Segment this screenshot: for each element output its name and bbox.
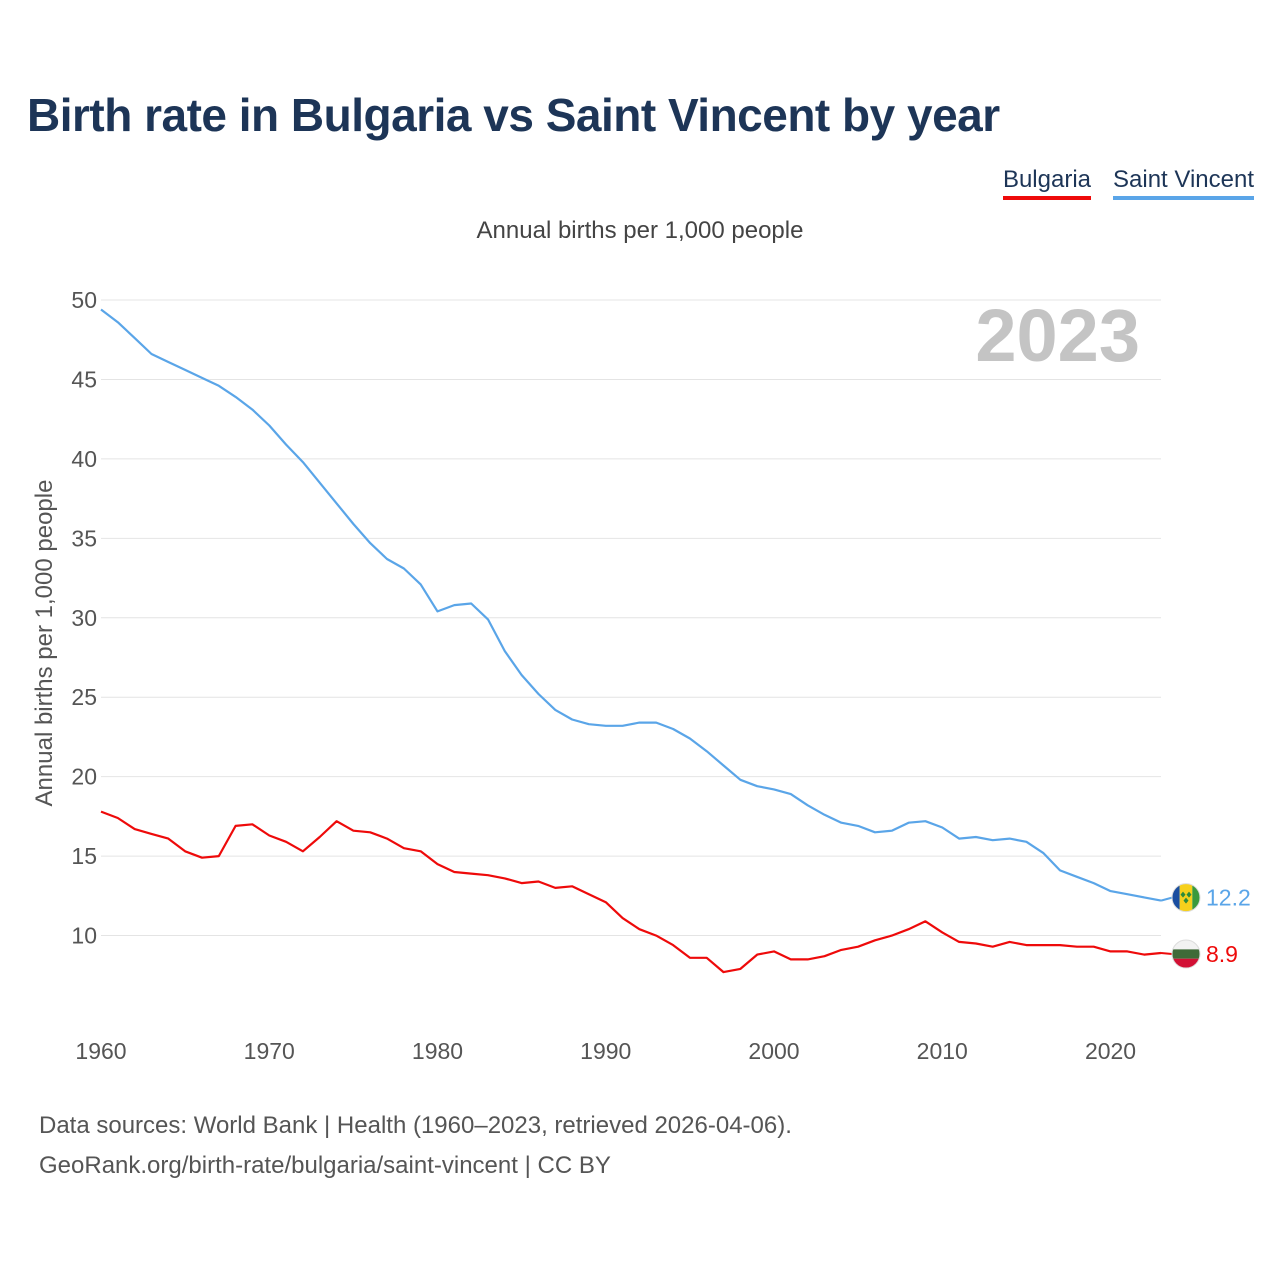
bulgaria-flag-icon (1171, 939, 1201, 969)
series-line-bulgaria (100, 810, 1162, 974)
y-tick-label: 40 (71, 446, 97, 472)
x-tick-label: 2010 (917, 1038, 968, 1064)
x-tick-label: 2000 (748, 1038, 799, 1064)
x-axis-ticks: 1960 1970 1980 1990 2000 2010 2020 (75, 1038, 1136, 1064)
x-tick-label: 1960 (75, 1038, 126, 1064)
x-tick-label: 1990 (580, 1038, 631, 1064)
y-tick-label: 15 (71, 843, 97, 869)
legend-item-bulgaria[interactable]: Bulgaria (1002, 166, 1091, 200)
chart-subtitle: Annual births per 1,000 people (476, 217, 804, 244)
x-tick-label: 1970 (244, 1038, 295, 1064)
y-tick-label: 25 (71, 684, 97, 710)
y-axis-ticks: 10 15 20 25 30 35 40 45 50 (71, 287, 97, 949)
end-value-label-bulgaria: 8.9 (1206, 941, 1238, 967)
legend: Bulgaria Saint Vincent (1002, 166, 1254, 200)
y-axis-label: Annual births per 1,000 people (31, 480, 58, 807)
source-url: GeoRank.org/birth-rate/bulgaria/saint-vi… (39, 1152, 611, 1179)
end-value-label-saint-vincent: 12.2 (1206, 885, 1251, 911)
legend-item-saint-vincent[interactable]: Saint Vincent (1113, 166, 1254, 200)
series-lines (100, 308, 1162, 974)
footer: Data sources: World Bank | Health (1960–… (39, 1106, 792, 1186)
data-source-note: Data sources: World Bank | Health (1960–… (39, 1112, 792, 1139)
series-end-markers: 8.9 12.2 (1160, 883, 1251, 969)
year-watermark: 2023 (975, 294, 1140, 377)
end-connector-saint-vincent (1160, 896, 1173, 902)
y-tick-label: 20 (71, 764, 97, 790)
end-connector-bulgaria (1160, 952, 1173, 956)
gridlines (101, 299, 1161, 937)
y-tick-label: 45 (71, 366, 97, 392)
y-tick-label: 30 (71, 605, 97, 631)
saint-vincent-flag-icon (1171, 883, 1201, 913)
y-tick-label: 10 (71, 923, 97, 949)
chart-title: Birth rate in Bulgaria vs Saint Vincent … (27, 89, 1000, 141)
x-tick-label: 1980 (412, 1038, 463, 1064)
x-tick-label: 2020 (1085, 1038, 1136, 1064)
y-tick-label: 50 (71, 287, 97, 313)
series-line-saint-vincent (100, 308, 1162, 902)
y-tick-label: 35 (71, 525, 97, 551)
